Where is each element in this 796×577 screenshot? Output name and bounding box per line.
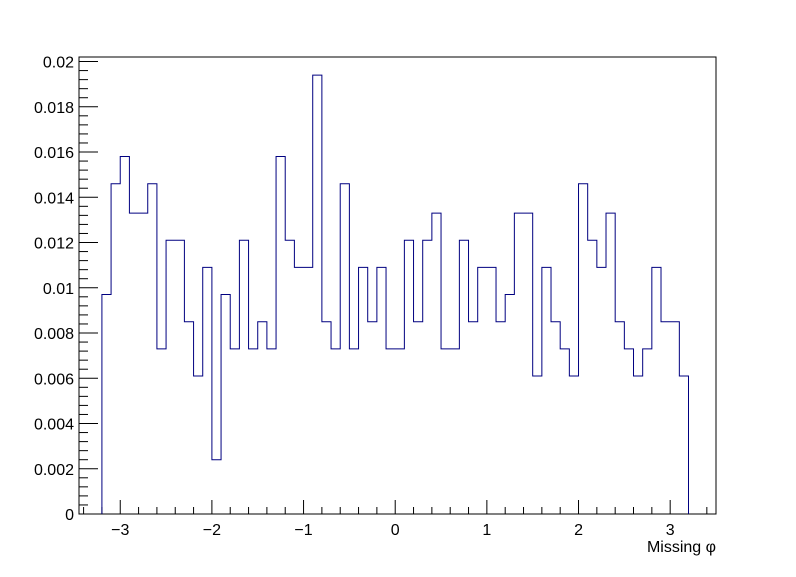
x-tick-label: −3 — [111, 522, 129, 539]
x-tick-label: −1 — [294, 522, 312, 539]
x-tick-label: 0 — [391, 522, 400, 539]
y-tick-label: 0.004 — [34, 417, 74, 434]
y-tick-label: 0.014 — [34, 190, 74, 207]
x-tick-label: 1 — [482, 522, 491, 539]
x-tick-label: 2 — [574, 522, 583, 539]
y-tick-label: 0.006 — [34, 371, 74, 388]
y-tick-label: 0.016 — [34, 145, 74, 162]
y-axis: 0 0.002 0.004 0.006 0.008 0.01 0.012 0.014 0.016… — [34, 55, 98, 524]
y-tick-label: 0.02 — [43, 55, 74, 72]
x-axis: −3 −2 −1 0 1 2 3 — [83, 500, 708, 539]
y-tick-label: 0.01 — [43, 281, 74, 298]
x-tick-label: −2 — [203, 522, 221, 539]
y-tick-label: 0.018 — [34, 100, 74, 117]
y-tick-label: 0 — [65, 507, 74, 524]
x-axis-label: Missing φ — [647, 539, 716, 556]
histogram-line — [101, 74, 689, 514]
y-tick-label: 0.008 — [34, 326, 74, 343]
x-tick-label: 3 — [666, 522, 675, 539]
y-tick-label: 0.002 — [34, 462, 74, 479]
plot-frame — [78, 56, 717, 515]
y-tick-label: 0.012 — [34, 236, 74, 253]
